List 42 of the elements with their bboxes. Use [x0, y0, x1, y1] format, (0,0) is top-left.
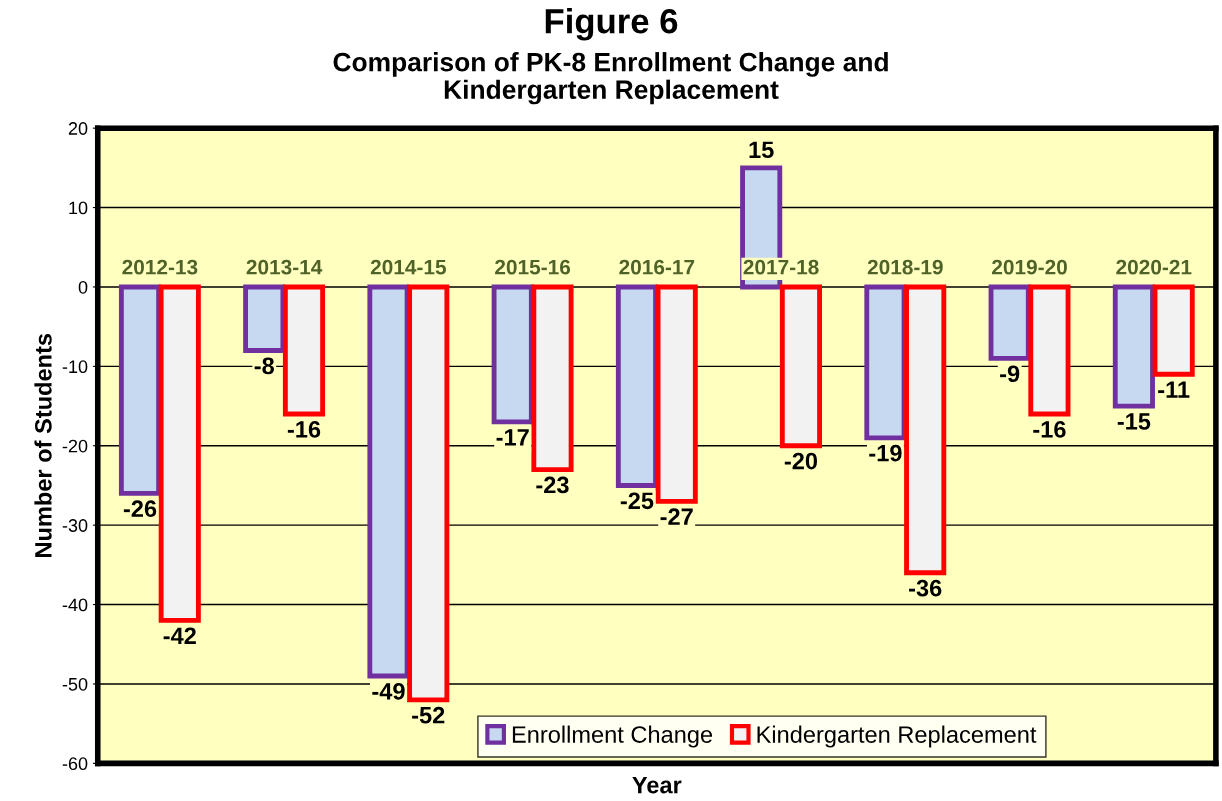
- data-label: -49: [372, 682, 405, 700]
- data-label: -23: [536, 476, 569, 494]
- x-tick-label: 2020-21: [1116, 259, 1192, 275]
- y-tick-label: 0: [78, 280, 88, 294]
- x-tick-label: 2016-17: [619, 259, 695, 275]
- data-label: -16: [1033, 420, 1066, 438]
- x-tick-label: 2017-18: [743, 259, 819, 275]
- x-tick-label: 2014-15: [370, 259, 446, 275]
- data-label: -16: [287, 420, 321, 438]
- x-tick-label: 2013-14: [246, 259, 323, 275]
- y-tick-label: -50: [62, 677, 88, 691]
- x-axis-title: Year: [632, 776, 682, 794]
- data-label: -42: [163, 627, 196, 644]
- y-tick-label: -60: [62, 757, 88, 771]
- data-label: -26: [123, 500, 157, 518]
- data-label: -8: [254, 357, 275, 375]
- y-tick-label: -30: [62, 519, 88, 532]
- data-label: -25: [620, 492, 654, 510]
- y-tick-label: -20: [62, 439, 88, 453]
- data-label: -19: [869, 444, 902, 462]
- x-tick-label: 2015-16: [495, 259, 571, 275]
- legend-label: Enrollment Change: [512, 725, 713, 748]
- x-tick-label: 2019-20: [992, 259, 1067, 275]
- y-tick-label: -40: [62, 598, 88, 612]
- data-label: -9: [1000, 365, 1020, 383]
- y-tick-label: 20: [68, 122, 88, 135]
- data-label: -52: [412, 706, 445, 724]
- data-label: -17: [496, 429, 529, 446]
- chart-title: Figure 6: [545, 8, 678, 41]
- y-tick-label: 10: [69, 201, 88, 215]
- chart-subtitle: Comparison of PK-8 Enrollment Change and Kindergarten Replacement: [333, 52, 888, 105]
- legend-label: Kindergarten Replacement: [757, 725, 1037, 748]
- y-axis-title: Number of Students: [34, 333, 52, 557]
- y-tick-label: -10: [62, 360, 88, 374]
- x-tick-label: 2018-19: [867, 259, 943, 275]
- data-label: -11: [1158, 381, 1190, 398]
- data-label: -15: [1117, 413, 1151, 430]
- data-label: 15: [749, 141, 774, 159]
- data-label: -20: [784, 452, 818, 470]
- data-label: -27: [660, 508, 693, 525]
- data-label: -36: [909, 579, 942, 597]
- x-tick-label: 2012-13: [122, 259, 198, 275]
